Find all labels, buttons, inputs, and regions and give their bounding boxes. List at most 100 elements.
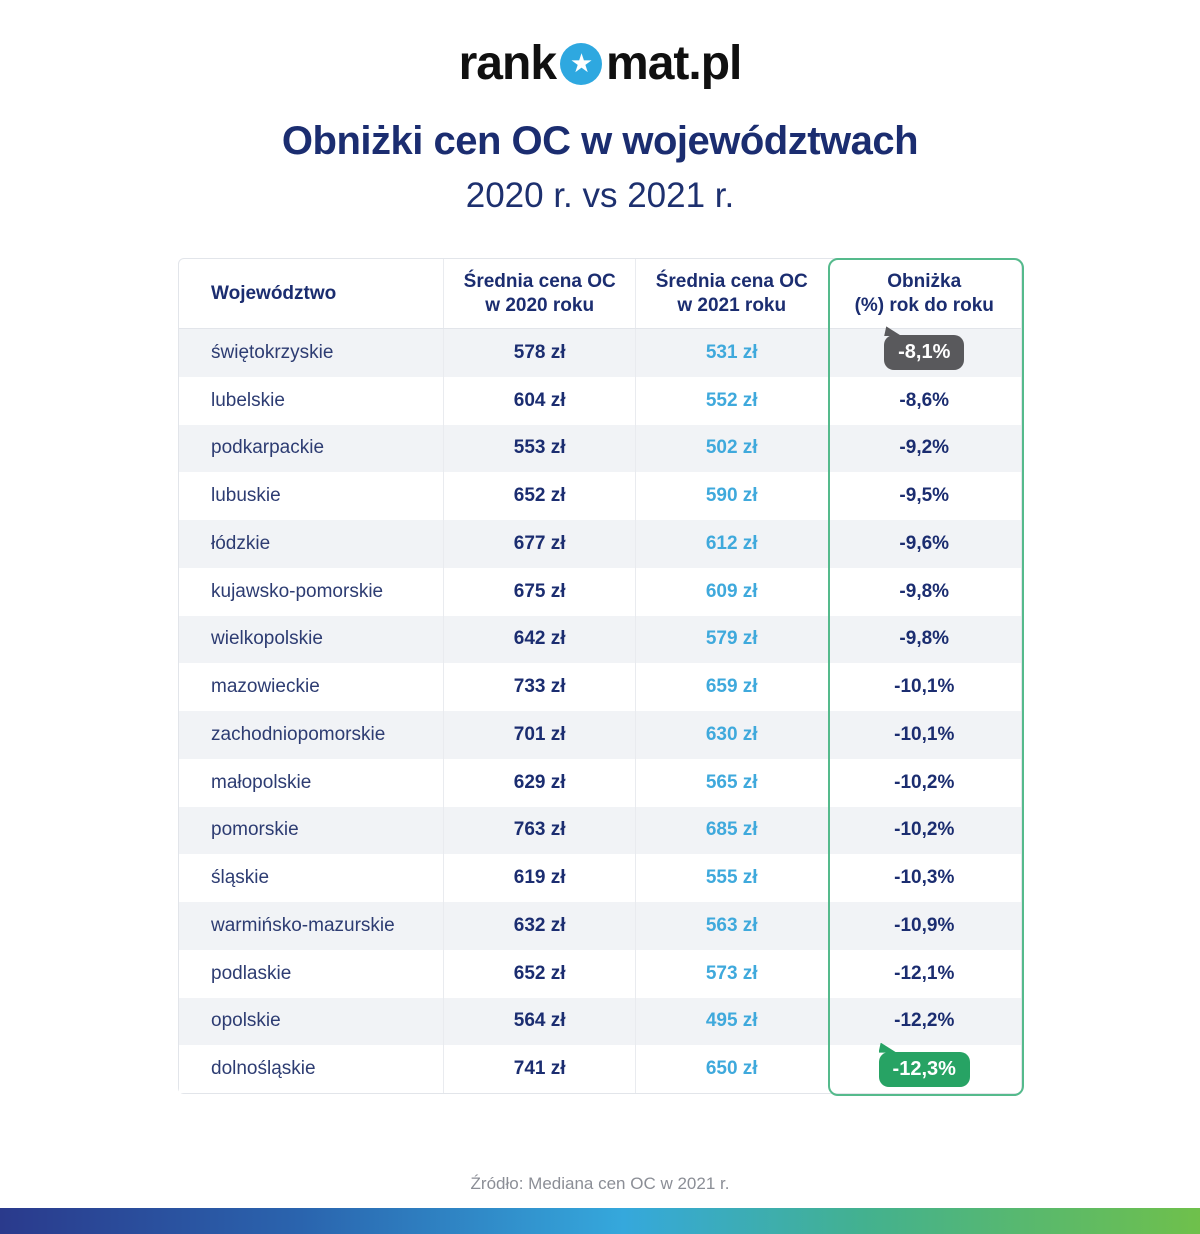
region-name: mazowieckie xyxy=(211,676,320,698)
price-2020: 578 zł xyxy=(443,329,635,377)
price-2021: 552 zł xyxy=(634,376,828,425)
region-name: śląskie xyxy=(211,867,270,889)
table-row: lubelskie 604 zł 552 zł -8,6% xyxy=(179,376,1021,425)
region-name: opolskie xyxy=(211,1010,281,1032)
change-cell: -9,5% xyxy=(827,472,1021,520)
table-row: dolnośląskie 741 zł 650 zł -12,3% xyxy=(179,1045,1021,1093)
table-row: wielkopolskie 642 zł 579 zł -9,8% xyxy=(179,615,1021,664)
price-2020: 741 zł xyxy=(443,1045,635,1093)
price-2020: 604 zł xyxy=(443,376,635,425)
column-header-price-2021: Średnia cena OC w 2021 roku xyxy=(634,259,828,328)
region-name: lubuskie xyxy=(211,485,281,507)
table-row: kujawsko-pomorskie 675 zł 609 zł -9,8% xyxy=(179,567,1021,616)
change-value: -9,8% xyxy=(899,628,950,650)
region-name: łódzkie xyxy=(211,532,271,554)
change-value: -10,3% xyxy=(894,867,955,889)
change-cell: -10,3% xyxy=(827,854,1021,902)
price-2021: 630 zł xyxy=(634,711,828,759)
price-2021: 565 zł xyxy=(634,758,828,807)
change-cell: -9,6% xyxy=(827,520,1021,568)
star-circle-icon: ★ xyxy=(560,42,603,85)
table-row: lubuskie 652 zł 590 zł -9,5% xyxy=(179,472,1021,520)
table-row: śląskie 619 zł 555 zł -10,3% xyxy=(179,854,1021,902)
price-2021: 555 zł xyxy=(634,854,828,902)
price-2021: 563 zł xyxy=(634,902,828,950)
region-name: wielkopolskie xyxy=(211,628,323,650)
change-cell: -10,1% xyxy=(827,711,1021,759)
table-row: łódzkie 677 zł 612 zł -9,6% xyxy=(179,520,1021,568)
table-row: podlaskie 652 zł 573 zł -12,1% xyxy=(179,949,1021,998)
change-badge: -12,3% xyxy=(878,1051,970,1087)
table-row: zachodniopomorskie 701 zł 630 zł -10,1% xyxy=(179,711,1021,759)
price-2021: 612 zł xyxy=(634,520,828,568)
change-cell: -10,2% xyxy=(827,759,1021,807)
price-2021: 579 zł xyxy=(634,615,828,664)
change-value: -10,1% xyxy=(894,676,955,698)
price-2020: 733 zł xyxy=(443,663,635,711)
table-row: pomorskie 763 zł 685 zł -10,2% xyxy=(179,806,1021,855)
region-name: podkarpackie xyxy=(211,437,325,459)
price-2021: 573 zł xyxy=(634,949,828,998)
change-value: -12,1% xyxy=(894,962,955,984)
price-2021: 659 zł xyxy=(634,663,828,711)
change-cell: -10,9% xyxy=(827,902,1021,950)
region-name: małopolskie xyxy=(211,771,312,793)
price-2020: 619 zł xyxy=(443,854,635,902)
change-cell: -8,1% xyxy=(827,329,1021,377)
column-header-price-2020: Średnia cena OC w 2020 roku xyxy=(443,259,635,328)
table-body: świętokrzyskie 578 zł 531 zł -8,1% lubelskie… xyxy=(179,329,1021,1093)
price-2021: 650 zł xyxy=(634,1045,828,1093)
price-2020: 564 zł xyxy=(443,997,635,1046)
price-2020: 642 zł xyxy=(443,615,635,664)
region-name: zachodniopomorskie xyxy=(211,723,386,745)
source-note: Źródło: Mediana cen OC w 2021 r. xyxy=(470,1174,730,1193)
price-2020: 675 zł xyxy=(443,567,635,616)
price-2020: 553 zł xyxy=(443,424,635,473)
price-2020: 701 zł xyxy=(443,711,635,759)
change-value: -10,2% xyxy=(894,819,955,841)
table-header-row: Województwo Średnia cena OC w 2020 roku … xyxy=(179,259,1021,329)
price-2020: 629 zł xyxy=(443,758,635,807)
change-value: -9,5% xyxy=(899,485,950,507)
table-row: podkarpackie 553 zł 502 zł -9,2% xyxy=(179,424,1021,473)
price-2020: 632 zł xyxy=(443,902,635,950)
region-name: dolnośląskie xyxy=(211,1058,316,1080)
logo-text-before: rank xyxy=(458,37,557,90)
region-name: świętokrzyskie xyxy=(211,341,334,363)
change-value: -9,8% xyxy=(899,580,950,602)
column-header-region: Województwo xyxy=(211,282,337,304)
page-title: Obniżki cen OC w województwach xyxy=(281,119,919,163)
column-header-change: Obniżka (%) rok do roku xyxy=(854,270,994,316)
change-value: -10,1% xyxy=(894,723,955,745)
table-row: opolskie 564 zł 495 zł -12,2% xyxy=(179,997,1021,1046)
price-2021: 590 zł xyxy=(634,472,828,520)
logo-text-after: mat.pl xyxy=(606,37,742,90)
change-cell: -12,3% xyxy=(827,1045,1021,1093)
page-subtitle: 2020 r. vs 2021 r. xyxy=(465,176,735,215)
gradient-bar xyxy=(0,1208,1200,1234)
change-value: -9,2% xyxy=(899,437,950,459)
price-2020: 652 zł xyxy=(443,949,635,998)
price-2021: 531 zł xyxy=(634,329,828,377)
change-badge: -8,1% xyxy=(884,335,965,371)
region-name: podlaskie xyxy=(211,962,292,984)
star-icon: ★ xyxy=(569,47,593,78)
region-name: lubelskie xyxy=(211,389,285,411)
change-cell: -8,6% xyxy=(827,377,1021,425)
change-cell: -10,2% xyxy=(827,807,1021,855)
price-2021: 502 zł xyxy=(634,424,828,473)
change-cell: -10,1% xyxy=(827,663,1021,711)
change-value: -10,2% xyxy=(894,771,955,793)
table-row: warmińsko-mazurskie 632 zł 563 zł -10,9% xyxy=(179,902,1021,950)
change-value: -9,6% xyxy=(899,532,950,554)
price-2021: 495 zł xyxy=(634,997,828,1046)
change-cell: -12,2% xyxy=(827,998,1021,1046)
change-cell: -9,2% xyxy=(827,425,1021,473)
table-row: świętokrzyskie 578 zł 531 zł -8,1% xyxy=(179,329,1021,377)
change-value: -8,6% xyxy=(899,389,950,411)
region-name: pomorskie xyxy=(211,819,299,841)
price-2020: 652 zł xyxy=(443,472,635,520)
region-name: kujawsko-pomorskie xyxy=(211,580,384,602)
price-2020: 763 zł xyxy=(443,806,635,855)
change-value: -12,2% xyxy=(894,1010,955,1032)
